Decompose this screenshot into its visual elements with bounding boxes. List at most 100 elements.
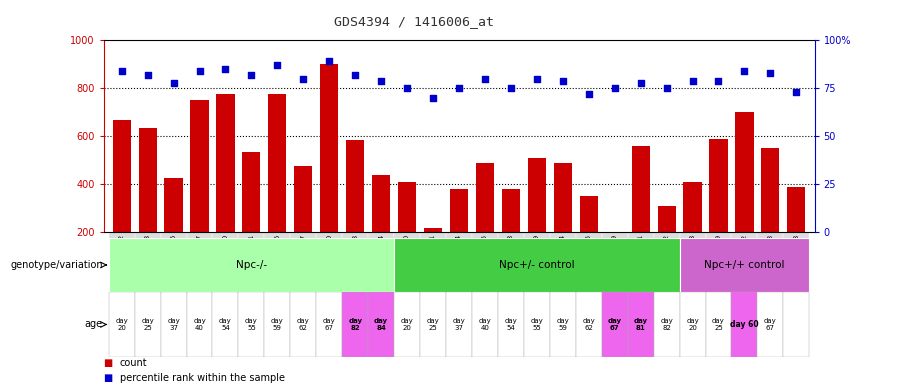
Text: age: age (85, 319, 103, 329)
Text: genotype/variation: genotype/variation (11, 260, 103, 270)
Bar (683, 182, 702, 280)
Bar (320, 64, 338, 280)
Bar (242, 152, 260, 280)
Text: day
40: day 40 (479, 318, 491, 331)
Text: day
84: day 84 (374, 318, 388, 331)
Bar (394, 238, 680, 292)
Bar (732, 292, 758, 357)
Bar (602, 232, 627, 280)
Point (348, 72, 363, 78)
Text: day
59: day 59 (271, 318, 284, 331)
Text: day
20: day 20 (686, 318, 699, 331)
Bar (580, 196, 598, 280)
Bar (554, 163, 572, 280)
Bar (446, 232, 472, 280)
Bar (316, 292, 342, 357)
Point (374, 78, 389, 84)
Bar (627, 232, 653, 280)
Bar (372, 175, 391, 280)
Bar (653, 232, 680, 280)
Bar (186, 232, 212, 280)
Text: day 60: day 60 (730, 320, 759, 329)
Point (608, 85, 622, 91)
Bar (498, 232, 524, 280)
Bar (706, 292, 732, 357)
Text: day
67: day 67 (764, 318, 777, 331)
Text: day
20: day 20 (400, 318, 413, 331)
Point (763, 70, 778, 76)
Bar (524, 292, 550, 357)
Point (478, 76, 492, 82)
Bar (265, 292, 291, 357)
Text: day
55: day 55 (530, 318, 544, 331)
Bar (524, 232, 550, 280)
Bar (450, 189, 468, 280)
Bar (446, 292, 472, 357)
Bar (394, 292, 420, 357)
Text: day
67: day 67 (608, 318, 622, 331)
Bar (527, 158, 546, 280)
Text: day
59: day 59 (556, 318, 569, 331)
Bar (783, 232, 809, 280)
Point (244, 72, 258, 78)
Text: day
54: day 54 (505, 318, 518, 331)
Point (140, 72, 155, 78)
Bar (238, 232, 265, 280)
Point (504, 85, 518, 91)
Text: count: count (120, 358, 148, 368)
Text: day
25: day 25 (712, 318, 724, 331)
Point (581, 91, 596, 97)
Point (634, 79, 648, 86)
Bar (550, 292, 576, 357)
Bar (576, 232, 602, 280)
Point (193, 68, 207, 74)
Bar (706, 232, 732, 280)
Bar (709, 139, 727, 280)
Bar (761, 148, 779, 280)
Text: day
82: day 82 (661, 318, 673, 331)
Point (660, 85, 674, 91)
Bar (342, 292, 368, 357)
Bar (653, 292, 680, 357)
Bar (602, 292, 627, 357)
Bar (160, 232, 186, 280)
Bar (268, 94, 286, 280)
Bar (212, 232, 238, 280)
Bar (576, 292, 602, 357)
Text: ■: ■ (104, 373, 116, 383)
Text: ■: ■ (104, 358, 116, 368)
Bar (346, 140, 364, 280)
Bar (680, 232, 706, 280)
Bar (139, 128, 157, 280)
Bar (291, 232, 316, 280)
Bar (632, 146, 650, 280)
Text: day
67: day 67 (323, 318, 336, 331)
Text: GDS4394 / 1416006_at: GDS4394 / 1416006_at (334, 15, 494, 28)
Bar (342, 232, 368, 280)
Bar (109, 292, 135, 357)
Bar (368, 292, 394, 357)
Bar (783, 292, 809, 357)
Text: Npc-/-: Npc-/- (236, 260, 267, 270)
Bar (550, 232, 576, 280)
Bar (732, 232, 758, 280)
Text: day
54: day 54 (219, 318, 232, 331)
Bar (658, 206, 676, 280)
Point (789, 89, 804, 95)
Bar (109, 238, 394, 292)
Point (270, 62, 284, 68)
Bar (291, 292, 316, 357)
Bar (680, 292, 706, 357)
Bar (735, 112, 753, 280)
Text: day
37: day 37 (453, 318, 465, 331)
Point (322, 58, 337, 65)
Bar (191, 100, 209, 280)
Point (555, 78, 570, 84)
Bar (135, 232, 160, 280)
Bar (265, 232, 291, 280)
Text: Npc+/+ control: Npc+/+ control (704, 260, 785, 270)
Text: day
62: day 62 (582, 318, 595, 331)
Point (529, 76, 544, 82)
Text: Npc+/- control: Npc+/- control (499, 260, 575, 270)
Bar (420, 232, 446, 280)
